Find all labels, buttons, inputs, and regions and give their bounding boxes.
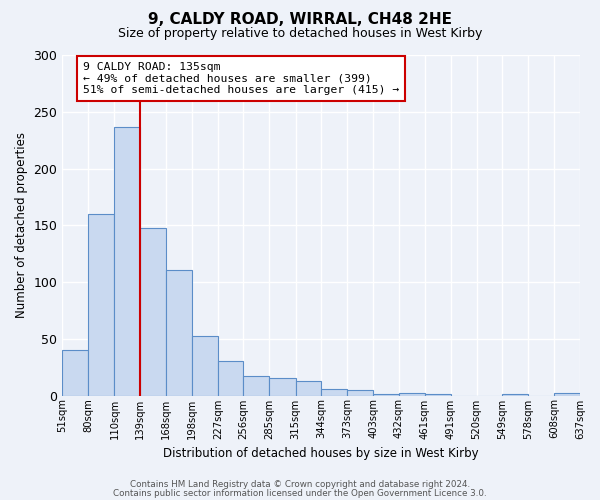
Bar (192, 336, 218, 396)
Text: Contains HM Land Registry data © Crown copyright and database right 2024.: Contains HM Land Registry data © Crown c… (130, 480, 470, 489)
Bar (244, 376, 269, 396)
Text: 9 CALDY ROAD: 135sqm
← 49% of detached houses are smaller (399)
51% of semi-deta: 9 CALDY ROAD: 135sqm ← 49% of detached h… (83, 62, 399, 95)
Y-axis label: Number of detached properties: Number of detached properties (15, 132, 28, 318)
Bar (88, 214, 115, 396)
Bar (373, 394, 399, 396)
Bar (62, 350, 88, 396)
Bar (218, 362, 244, 396)
Text: Size of property relative to detached houses in West Kirby: Size of property relative to detached ho… (118, 28, 482, 40)
Text: Contains public sector information licensed under the Open Government Licence 3.: Contains public sector information licen… (113, 489, 487, 498)
Bar (269, 378, 296, 396)
Text: 9, CALDY ROAD, WIRRAL, CH48 2HE: 9, CALDY ROAD, WIRRAL, CH48 2HE (148, 12, 452, 28)
Bar (115, 126, 140, 396)
X-axis label: Distribution of detached houses by size in West Kirby: Distribution of detached houses by size … (163, 447, 479, 460)
Bar (140, 228, 166, 396)
Bar (425, 394, 451, 396)
Bar (166, 270, 192, 396)
Bar (502, 394, 528, 396)
Bar (296, 381, 321, 396)
Bar (321, 388, 347, 396)
Bar (554, 393, 580, 396)
Bar (399, 393, 425, 396)
Bar (347, 390, 373, 396)
